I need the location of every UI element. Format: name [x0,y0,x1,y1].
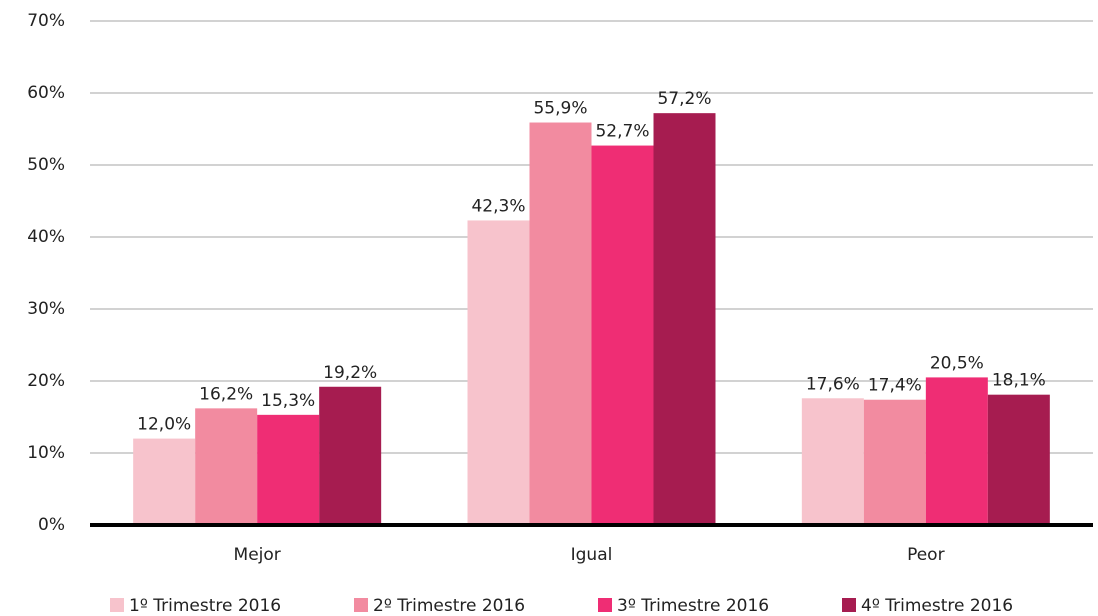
legend-swatch [354,598,368,612]
y-tick-label: 30% [27,299,65,319]
y-tick-label: 50% [27,155,65,175]
data-label: 12,0% [137,415,191,435]
data-label: 55,9% [533,99,587,119]
bar [195,408,258,525]
x-tick-label: Peor [907,545,945,565]
bar [863,399,926,525]
legend-label: 3º Trimestre 2016 [617,596,769,616]
x-tick-label: Mejor [234,545,281,565]
data-label: 57,2% [657,89,711,109]
y-tick-label: 20% [27,371,65,391]
bar [653,113,716,525]
data-label: 52,7% [595,122,649,142]
data-label: 15,3% [261,391,315,411]
bar [467,220,530,525]
y-tick-label: 0% [38,515,65,535]
data-label: 16,2% [199,384,253,404]
data-label: 17,6% [806,374,860,394]
data-label: 17,4% [868,376,922,396]
y-tick-label: 60% [27,83,65,103]
bar [987,394,1050,525]
bar [925,377,988,525]
y-tick-label: 10% [27,443,65,463]
bar [257,414,320,525]
legend-swatch [110,598,124,612]
legend-swatch [842,598,856,612]
data-label: 20,5% [930,353,984,373]
data-label: 19,2% [323,363,377,383]
bar [133,438,196,525]
bar [801,398,864,525]
legend-label: 2º Trimestre 2016 [373,596,525,616]
data-label: 42,3% [471,196,525,216]
data-label: 18,1% [992,371,1046,391]
x-tick-label: Igual [571,545,613,565]
bar [529,122,592,526]
y-tick-label: 40% [27,227,65,247]
legend-label: 4º Trimestre 2016 [861,596,1013,616]
bar [591,145,654,525]
legend-label: 1º Trimestre 2016 [129,596,281,616]
y-tick-label: 70% [27,11,65,31]
bar [319,386,382,525]
legend-swatch [598,598,612,612]
